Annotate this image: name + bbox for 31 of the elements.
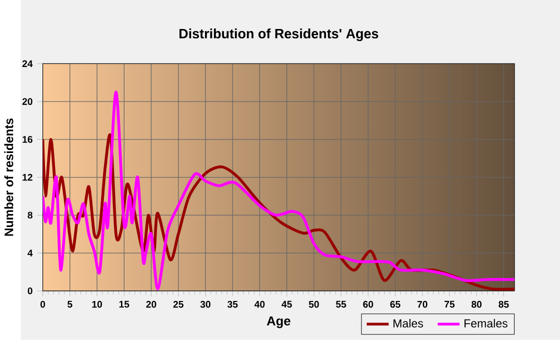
x-tick-label: 45 xyxy=(282,300,292,308)
x-tick-label: 5 xyxy=(68,300,72,308)
x-tick-label: 70 xyxy=(417,300,428,308)
x-tick-label: 0 xyxy=(40,300,46,308)
x-tick-label: 40 xyxy=(254,300,265,308)
x-tick-label: 15 xyxy=(119,300,130,308)
y-tick-label: 0 xyxy=(28,288,32,294)
x-tick-label: 25 xyxy=(173,300,184,308)
x-tick-label: 60 xyxy=(363,300,374,308)
x-tick-label: 85 xyxy=(498,300,509,308)
legend-label: Males xyxy=(394,319,424,328)
y-tick-label: 4 xyxy=(28,250,33,256)
chart-title: Distribution of Residents' Ages xyxy=(179,28,378,42)
x-tick-label: 65 xyxy=(390,300,400,308)
x-tick-label: 35 xyxy=(227,300,238,308)
y-tick-label: 24 xyxy=(22,60,33,68)
y-tick-label: 8 xyxy=(28,212,32,219)
x-tick-label: 55 xyxy=(336,300,346,308)
x-tick-label: 30 xyxy=(200,300,210,308)
y-tick-label: 16 xyxy=(22,136,32,143)
line-series xyxy=(42,90,515,290)
y-tick-label: 12 xyxy=(22,174,32,181)
y-tick-label: 20 xyxy=(22,98,32,106)
x-tick-label: 10 xyxy=(92,300,102,308)
x-tick-label: 20 xyxy=(146,300,156,308)
y-axis-title: Number of residents xyxy=(4,118,14,236)
x-tick-label: 50 xyxy=(308,300,319,308)
x-tick-label: 80 xyxy=(472,300,482,308)
x-axis-title: Age xyxy=(266,316,290,328)
x-tick-label: 75 xyxy=(444,300,455,308)
legend-label: Females xyxy=(464,319,508,328)
